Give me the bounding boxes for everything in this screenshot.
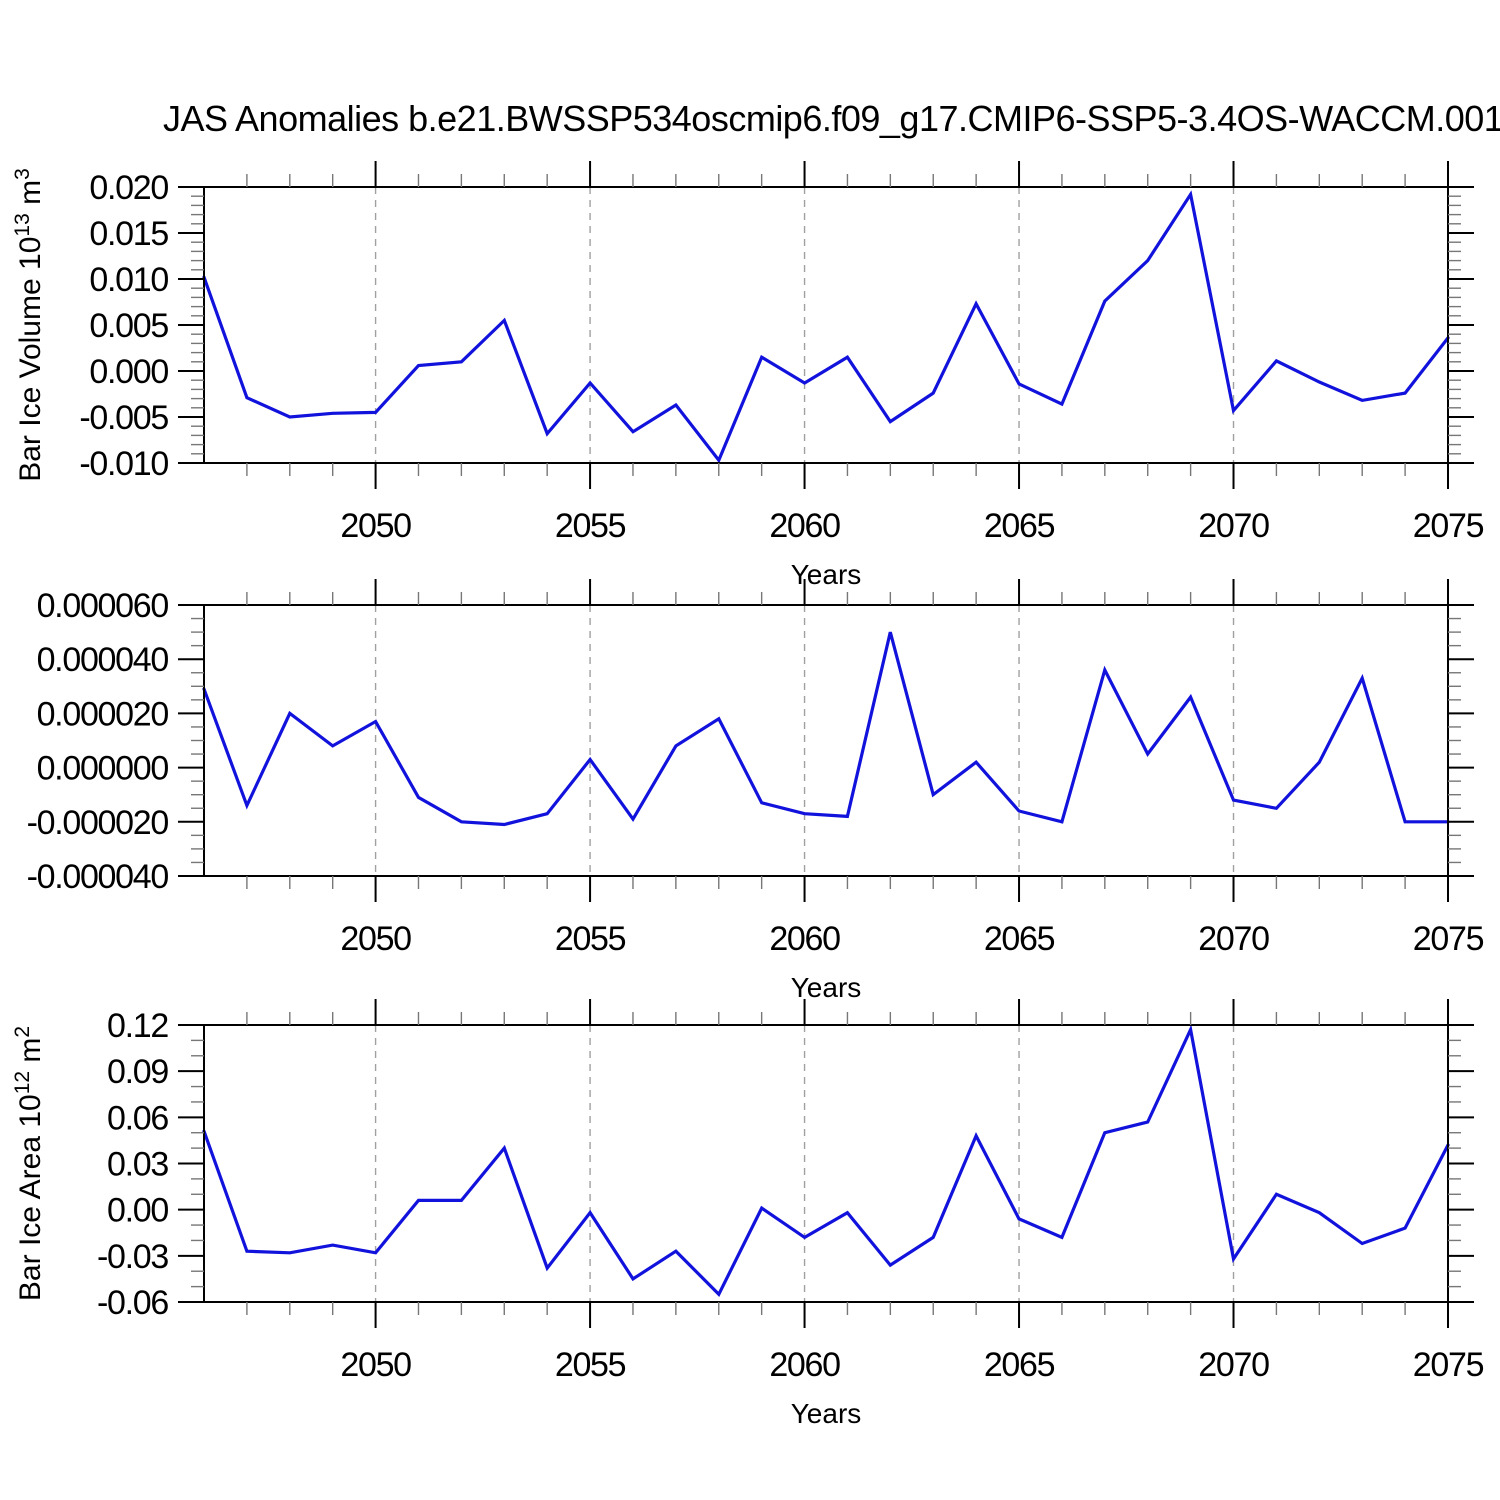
y-tick-label: -0.005 (79, 399, 168, 437)
y-axis-label: Bar Ice Area 1012 m2 (11, 1026, 47, 1301)
y-tick-label: 0.00 (107, 1192, 168, 1230)
y-tick-label: 0.020 (89, 169, 168, 207)
y-tick-label: -0.010 (79, 445, 168, 483)
panel-bar-ice-area: 0.12 0.09 0.06 0.03 0.00 -0.03 -0.06 2050 2055 20… (11, 999, 1485, 1429)
series-line (202, 631, 1450, 827)
x-tick-label: 2070 (1198, 1346, 1269, 1384)
x-tick-label: 2050 (340, 507, 411, 545)
x-tick-label: 2065 (984, 507, 1055, 545)
y-tick-label: 0.010 (89, 261, 168, 299)
x-axis-label: Years (791, 1398, 862, 1429)
x-axis-label: Years (791, 559, 862, 590)
x-tick-label: 2050 (340, 1346, 411, 1384)
x-tick-label: 2065 (984, 1346, 1055, 1384)
chart-title: JAS Anomalies b.e21.BWSSP534oscmip6.f09_… (163, 98, 1500, 139)
x-tick-label: 2060 (769, 1346, 840, 1384)
x-tick-label: 2055 (555, 1346, 626, 1384)
y-tick-label: 0.000060 (37, 587, 169, 625)
panel-frame (203, 186, 1449, 464)
x-tick-label: 2070 (1198, 507, 1269, 545)
x-tick-label: 2060 (769, 920, 840, 958)
x-tick-label: 2075 (1413, 1346, 1484, 1384)
x-tick-label: 2070 (1198, 920, 1269, 958)
x-axis-label: Years (791, 972, 862, 1003)
x-tick-label: 2055 (555, 920, 626, 958)
y-axis-label: Bar Ice Volume 1013 m3 (11, 168, 47, 482)
x-tick-label: 2075 (1413, 920, 1484, 958)
x-tick-label: 2055 (555, 507, 626, 545)
panel-frame (203, 604, 1449, 877)
y-tick-label: 0.000020 (37, 695, 169, 733)
y-tick-label: 0.015 (89, 215, 168, 253)
y-tick-label: 0.000000 (37, 750, 169, 788)
y-tick-label: 0.000040 (37, 641, 169, 679)
series-line (202, 1024, 1450, 1298)
panel-frame (203, 1024, 1449, 1303)
x-tick-label: 2065 (984, 920, 1055, 958)
y-tick-label: -0.000040 (27, 858, 169, 896)
y-tick-label: 0.005 (89, 307, 168, 345)
y-tick-label: -0.03 (97, 1238, 168, 1276)
x-tick-label: 2075 (1413, 507, 1484, 545)
y-tick-label: -0.06 (97, 1284, 168, 1322)
y-tick-label: 0.06 (107, 1099, 168, 1137)
panel-bar-ice-middle-series: 0.000060 0.000040 0.000020 0.000000 -0.00002… (27, 579, 1485, 1003)
x-tick-label: 2050 (340, 920, 411, 958)
y-tick-label: -0.000020 (27, 804, 169, 842)
y-tick-label: 0.03 (107, 1146, 168, 1184)
y-tick-label: 0.12 (107, 1007, 168, 1045)
y-tick-label: 0.09 (107, 1053, 168, 1091)
y-tick-label: 0.000 (89, 353, 168, 391)
x-tick-label: 2060 (769, 507, 840, 545)
panel-bar-ice-volume: 0.020 0.015 0.010 0.005 0.000 -0.005 -0.010 205… (11, 161, 1485, 590)
series-line (202, 190, 1450, 464)
